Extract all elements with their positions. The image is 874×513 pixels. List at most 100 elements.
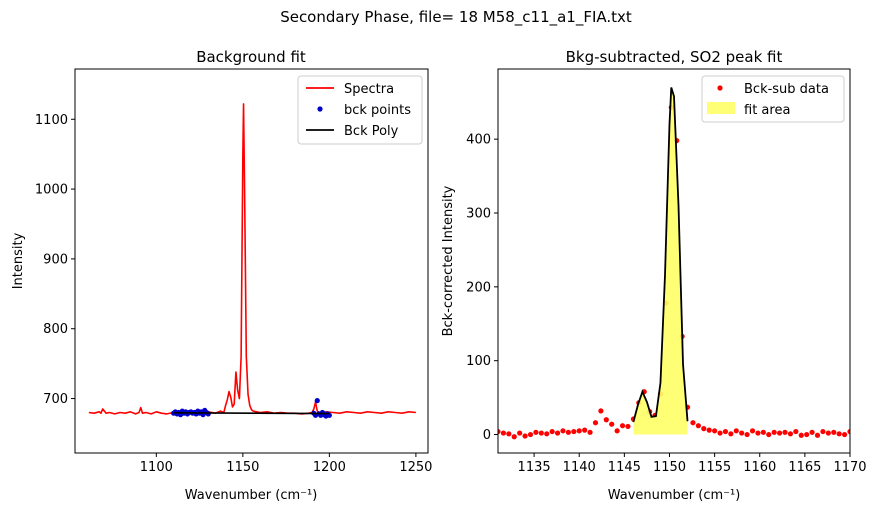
right-bck-sub-data-point (787, 431, 794, 437)
right-y-tick-label: 0 (483, 428, 491, 443)
right-bck-sub-data-point (744, 431, 750, 438)
right-bck-sub-data-point (544, 431, 550, 437)
right-x-tick-label: 1170 (833, 460, 866, 475)
legend-bck-poly-label: Bck Poly (344, 124, 399, 139)
right-y-tick-label: 300 (466, 207, 491, 222)
left-y-tick-label: 1000 (35, 183, 68, 198)
right-y-tick-label: 400 (466, 133, 491, 148)
right-bck-sub-data-point (533, 429, 539, 435)
right-bck-sub-data-point (722, 428, 729, 435)
right-bck-sub-data-point (695, 423, 701, 429)
right-bck-sub-data-point (500, 430, 507, 436)
right-x-axis-label: Wavenumber (cm⁻¹) (608, 488, 741, 503)
right-bck-sub-data-point (782, 429, 788, 435)
right-bck-sub-data-point (527, 431, 534, 438)
left-y-tick-label: 1100 (35, 113, 68, 128)
right-bck-sub-data-point (506, 431, 512, 437)
right-bck-sub-data-point (522, 433, 528, 439)
right-bck-sub-data-point (771, 429, 777, 435)
left-axis-ticks: 1100 1150 1200 1250 700 800 900 1000 1100 (35, 113, 433, 475)
legend-bck-points-label: bck points (344, 103, 411, 118)
right-legend: Bck-sub data fit area (701, 75, 845, 123)
left-chart-title: Background fit (196, 48, 306, 66)
left-plot-frame (74, 68, 429, 454)
figure-suptitle: Secondary Phase, file= 18 M58_c11_a1_FIA… (280, 8, 632, 27)
right-bck-sub-data-point (739, 430, 745, 436)
right-bck-sub-data-point (798, 432, 804, 438)
left-spectra-line (88, 103, 416, 415)
legend-spectra-label: Spectra (344, 82, 394, 97)
left-bck-poly-line (173, 412, 330, 415)
right-bck-sub-data-point (809, 429, 815, 435)
left-y-axis-label: Intensity (11, 232, 26, 289)
right-y-axis-label: Bck-corrected Intensity (441, 185, 456, 336)
legend-bck-sub-data-label: Bck-sub data (744, 82, 829, 97)
right-axis-ticks: 1135 1140 1145 1150 1155 1160 1165 1170 0 100 200 3… (466, 133, 866, 475)
right-bck-sub-data-point (592, 420, 599, 426)
right-bck-sub-data-point (701, 426, 707, 432)
right-bck-sub-data-point (825, 430, 831, 436)
right-y-tick-label: 200 (466, 280, 491, 295)
right-x-tick-label: 1155 (698, 460, 731, 475)
left-legend-box (297, 75, 423, 145)
right-bck-sub-data-point (554, 430, 561, 436)
right-plot-frame (497, 68, 851, 454)
right-x-tick-label: 1145 (608, 460, 641, 475)
left-legend: Spectra bck points Bck Poly (297, 75, 423, 145)
left-bck-points-point (314, 398, 320, 404)
right-x-tick-label: 1150 (653, 460, 686, 475)
right-bck-sub-data-point (820, 428, 826, 435)
right-bck-sub-data-point (549, 428, 555, 435)
left-x-tick-label: 1200 (313, 460, 346, 475)
right-bck-sub-data-point (690, 420, 696, 426)
right-bck-sub-data-point (603, 417, 609, 423)
right-x-tick-label: 1160 (743, 460, 776, 475)
right-bck-sub-data-point (766, 431, 772, 438)
right-y-tick-label: 100 (466, 354, 491, 369)
right-bck-sub-data-point (619, 423, 626, 429)
right-bck-sub-data-point (576, 428, 582, 434)
right-bck-sub-data-point (847, 428, 850, 435)
right-bck-sub-data-point (755, 430, 761, 436)
right-bck-sub-data-point (538, 430, 544, 436)
right-x-tick-label: 1165 (788, 460, 821, 475)
right-bck-sub-data-point (609, 421, 615, 427)
left-x-tick-label: 1100 (140, 460, 173, 475)
legend-bck-points-swatch (317, 106, 323, 112)
right-bck-sub-data-point (706, 427, 712, 433)
right-bck-sub-data-point (749, 428, 756, 434)
left-y-tick-label: 900 (43, 252, 68, 267)
left-plot-area (88, 103, 416, 419)
legend-bck-sub-data-swatch (717, 85, 723, 91)
right-bck-sub-data-point (625, 423, 631, 430)
right-chart-title: Bkg-subtracted, SO2 peak fit (566, 48, 783, 66)
right-bck-sub-data-point (717, 430, 723, 436)
right-bck-sub-data-point (571, 428, 577, 435)
right-bck-sub-data-point (712, 428, 718, 434)
right-x-tick-label: 1135 (518, 460, 551, 475)
right-legend-box (701, 75, 845, 123)
right-bck-sub-data-point (511, 434, 517, 440)
right-bck-sub-data-point (560, 428, 566, 434)
right-bck-sub-data-point (614, 428, 620, 434)
left-y-tick-label: 800 (43, 322, 68, 337)
right-bck-sub-data-point (814, 432, 821, 438)
left-x-tick-label: 1250 (399, 460, 432, 475)
right-bck-sub-data-point (587, 429, 593, 435)
right-x-tick-label: 1140 (563, 460, 596, 475)
left-y-tick-label: 700 (43, 392, 68, 407)
right-plot-area (498, 87, 850, 440)
right-fit-area-area (633, 87, 688, 435)
right-bck-sub-data-point (498, 428, 501, 435)
right-bck-sub-data-point (831, 429, 837, 435)
left-x-tick-label: 1150 (226, 460, 259, 475)
right-bck-sub-data-point (565, 429, 572, 435)
right-bck-sub-data-point (793, 428, 799, 435)
right-bck-sub-data-point (760, 429, 766, 435)
left-x-axis-label: Wavenumber (cm⁻¹) (185, 488, 318, 503)
right-bck-sub-data-point (777, 430, 783, 436)
right-bck-sub-data-point (841, 431, 848, 438)
legend-fit-area-label: fit area (744, 103, 790, 118)
right-bck-sub-data-point (582, 427, 588, 433)
